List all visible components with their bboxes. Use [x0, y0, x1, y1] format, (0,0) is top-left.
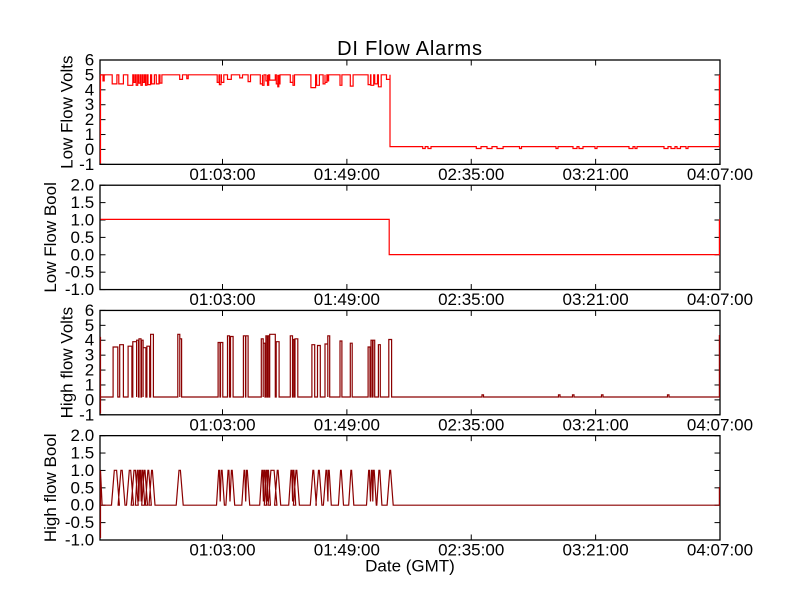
svg-text:02:35:00: 02:35:00 — [438, 165, 504, 184]
svg-text:6: 6 — [85, 51, 94, 70]
svg-text:-1: -1 — [79, 155, 94, 174]
svg-text:02:35:00: 02:35:00 — [438, 290, 504, 309]
svg-text:4: 4 — [85, 331, 94, 350]
svg-text:2: 2 — [85, 110, 94, 129]
svg-text:5: 5 — [85, 316, 94, 335]
svg-text:01:49:00: 01:49:00 — [314, 541, 380, 560]
svg-text:04:07:00: 04:07:00 — [687, 415, 753, 434]
svg-text:Low Flow Bool: Low Flow Bool — [41, 182, 60, 293]
svg-text:01:03:00: 01:03:00 — [189, 541, 255, 560]
svg-text:DI Flow Alarms: DI Flow Alarms — [337, 38, 483, 60]
svg-text:04:07:00: 04:07:00 — [687, 290, 753, 309]
svg-text:2.0: 2.0 — [71, 426, 95, 445]
svg-text:1.5: 1.5 — [71, 444, 95, 463]
svg-text:High flow Volts: High flow Volts — [57, 307, 76, 419]
svg-text:1.0: 1.0 — [71, 461, 95, 480]
svg-text:01:03:00: 01:03:00 — [189, 415, 255, 434]
svg-text:03:21:00: 03:21:00 — [563, 415, 629, 434]
svg-text:03:21:00: 03:21:00 — [563, 165, 629, 184]
svg-text:0: 0 — [85, 390, 94, 409]
svg-text:02:35:00: 02:35:00 — [438, 541, 504, 560]
svg-text:-0.5: -0.5 — [65, 263, 94, 282]
svg-text:03:21:00: 03:21:00 — [563, 290, 629, 309]
svg-text:2.0: 2.0 — [71, 176, 95, 195]
svg-text:0.5: 0.5 — [71, 228, 95, 247]
svg-text:6: 6 — [85, 301, 94, 320]
svg-text:High flow Bool: High flow Bool — [41, 433, 60, 542]
svg-text:Date (GMT): Date (GMT) — [365, 557, 455, 576]
svg-text:01:49:00: 01:49:00 — [314, 165, 380, 184]
svg-text:0.5: 0.5 — [71, 478, 95, 497]
svg-text:1: 1 — [85, 376, 94, 395]
svg-text:-1.0: -1.0 — [65, 531, 94, 550]
svg-text:0.0: 0.0 — [71, 496, 95, 515]
svg-text:01:03:00: 01:03:00 — [189, 165, 255, 184]
svg-text:2: 2 — [85, 361, 94, 380]
svg-text:1.5: 1.5 — [71, 193, 95, 212]
svg-text:Low Flow Volts: Low Flow Volts — [57, 56, 76, 169]
svg-text:4: 4 — [85, 80, 94, 99]
svg-text:-1: -1 — [79, 405, 94, 424]
svg-text:-1.0: -1.0 — [65, 280, 94, 299]
svg-text:3: 3 — [85, 95, 94, 114]
svg-text:-0.5: -0.5 — [65, 513, 94, 532]
svg-text:02:35:00: 02:35:00 — [438, 415, 504, 434]
svg-text:0: 0 — [85, 140, 94, 159]
svg-text:0.0: 0.0 — [71, 245, 95, 264]
svg-text:5: 5 — [85, 65, 94, 84]
svg-text:01:03:00: 01:03:00 — [189, 290, 255, 309]
svg-text:01:49:00: 01:49:00 — [314, 290, 380, 309]
svg-text:04:07:00: 04:07:00 — [687, 541, 753, 560]
svg-text:03:21:00: 03:21:00 — [563, 541, 629, 560]
svg-text:01:49:00: 01:49:00 — [314, 415, 380, 434]
svg-text:3: 3 — [85, 346, 94, 365]
svg-text:04:07:00: 04:07:00 — [687, 165, 753, 184]
svg-text:1: 1 — [85, 125, 94, 144]
svg-text:1.0: 1.0 — [71, 211, 95, 230]
